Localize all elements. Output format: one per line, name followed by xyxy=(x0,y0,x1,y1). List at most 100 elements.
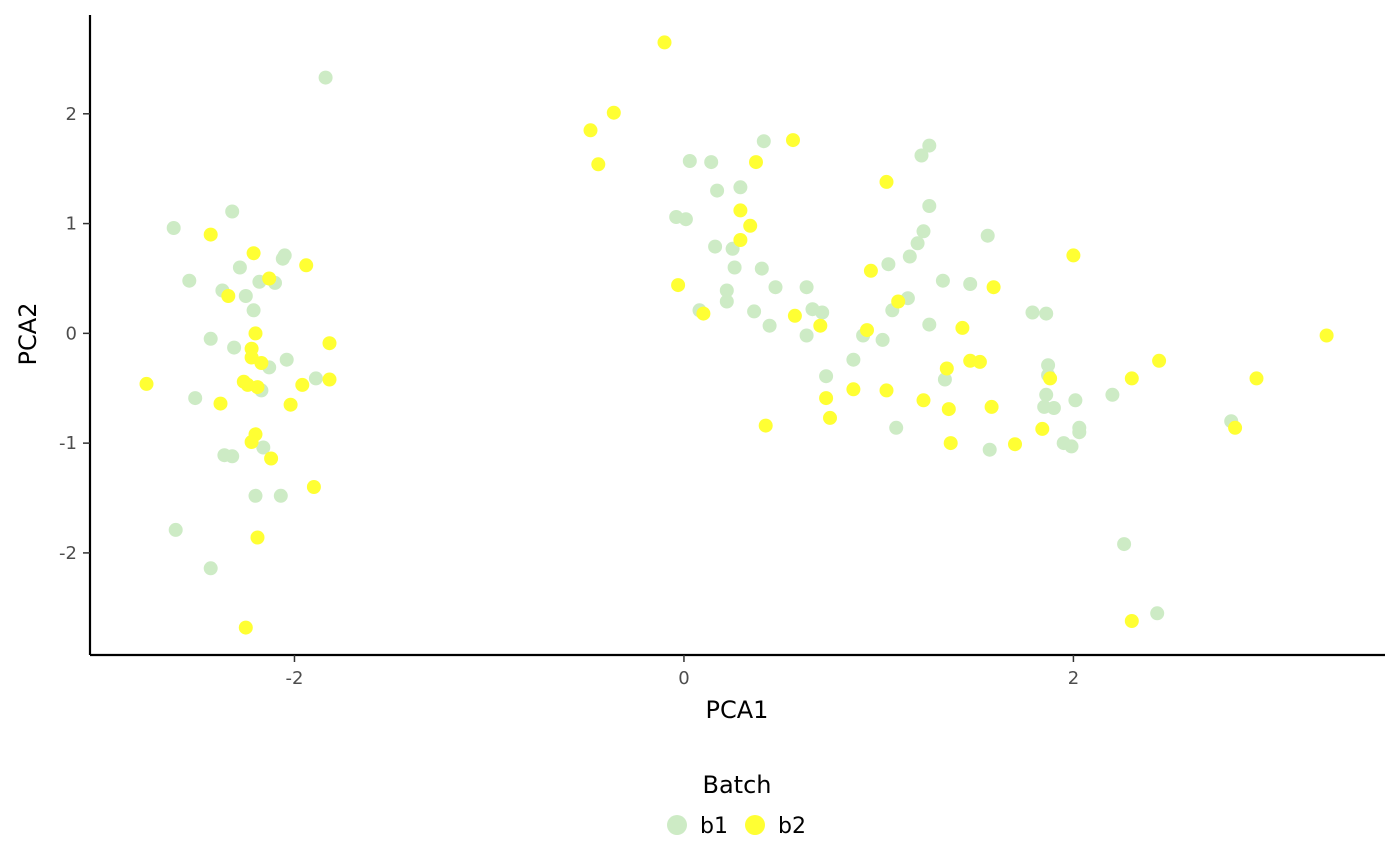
point-b2 xyxy=(696,306,711,321)
point-b1 xyxy=(1150,606,1165,621)
point-b1 xyxy=(308,371,323,386)
point-b1 xyxy=(710,183,725,198)
point-b1 xyxy=(182,273,197,288)
point-b1 xyxy=(747,304,762,319)
x-axis-title: PCA1 xyxy=(706,696,769,724)
point-b2 xyxy=(299,258,314,273)
point-b1 xyxy=(246,303,261,318)
point-b1 xyxy=(846,352,861,367)
point-b2 xyxy=(846,382,861,397)
point-b1 xyxy=(902,249,917,264)
point-b1 xyxy=(1117,537,1132,552)
point-b2 xyxy=(250,380,265,395)
point-b2 xyxy=(591,157,606,172)
point-b1 xyxy=(1025,305,1040,320)
point-b1 xyxy=(719,294,734,309)
point-b2 xyxy=(1124,614,1139,628)
point-b2 xyxy=(262,271,277,286)
point-b2 xyxy=(322,336,337,351)
y-tick-label: -2 xyxy=(59,543,77,564)
point-b1 xyxy=(232,260,247,275)
point-b1 xyxy=(1068,393,1083,408)
point-b1 xyxy=(1046,401,1061,415)
point-b2 xyxy=(943,436,958,451)
x-tick-label: 0 xyxy=(678,668,689,689)
point-b2 xyxy=(986,280,1001,295)
point-b1 xyxy=(225,204,240,219)
point-b1 xyxy=(762,318,777,333)
point-b1 xyxy=(819,369,834,384)
point-b1 xyxy=(815,305,830,320)
point-b1 xyxy=(225,449,240,464)
y-tick-label: -1 xyxy=(59,433,77,454)
point-b1 xyxy=(256,440,271,455)
point-b1 xyxy=(922,138,937,153)
point-b1 xyxy=(682,154,697,168)
point-b2 xyxy=(749,155,763,170)
point-b1 xyxy=(727,260,742,275)
legend-key-b2 xyxy=(745,815,765,835)
point-b2 xyxy=(1008,437,1022,452)
point-b1 xyxy=(168,522,183,537)
point-b1 xyxy=(318,70,333,85)
point-b1 xyxy=(1064,439,1079,454)
point-b2 xyxy=(758,418,773,433)
point-b1 xyxy=(756,134,771,149)
point-b2 xyxy=(295,377,310,392)
point-b1 xyxy=(248,488,263,503)
point-b1 xyxy=(916,224,931,239)
point-b2 xyxy=(583,123,598,138)
point-b1 xyxy=(982,442,997,457)
x-tick-label: -2 xyxy=(285,668,303,689)
point-b2 xyxy=(813,318,828,333)
legend-key-b1 xyxy=(667,815,687,835)
point-b2 xyxy=(787,308,802,323)
y-tick-label: 2 xyxy=(66,104,77,125)
point-b2 xyxy=(743,218,758,233)
point-b2 xyxy=(657,35,672,50)
point-b1 xyxy=(910,236,925,251)
point-b1 xyxy=(1105,387,1120,402)
point-b2 xyxy=(955,320,970,335)
point-b1 xyxy=(768,280,783,295)
point-b1 xyxy=(875,332,890,347)
legend-title: Batch xyxy=(703,771,772,799)
point-b2 xyxy=(823,410,837,425)
point-b1 xyxy=(1039,306,1054,321)
y-tick-label: 1 xyxy=(66,214,77,235)
point-b1 xyxy=(922,199,937,213)
point-b2 xyxy=(322,372,337,387)
point-b1 xyxy=(799,280,814,295)
point-b1 xyxy=(719,283,734,298)
point-b2 xyxy=(213,396,228,411)
point-b2 xyxy=(1035,421,1050,436)
point-b2 xyxy=(1124,371,1139,386)
point-b2 xyxy=(939,361,954,376)
point-b2 xyxy=(972,354,987,369)
point-b2 xyxy=(786,133,800,148)
point-b2 xyxy=(221,289,236,303)
point-b1 xyxy=(166,221,181,235)
y-tick-label: 0 xyxy=(66,323,77,344)
point-b2 xyxy=(203,227,218,242)
point-b2 xyxy=(916,393,931,408)
point-b2 xyxy=(819,391,834,406)
point-b2 xyxy=(246,246,261,261)
point-b1 xyxy=(188,391,203,406)
point-b1 xyxy=(678,212,693,227)
legend-label-b1: b1 xyxy=(700,814,728,839)
point-b1 xyxy=(922,317,937,332)
point-b2 xyxy=(941,402,956,417)
point-b2 xyxy=(891,294,906,309)
point-b2 xyxy=(733,233,748,247)
point-b2 xyxy=(244,435,259,449)
point-b1 xyxy=(937,372,952,387)
point-b1 xyxy=(1072,425,1087,440)
point-b2 xyxy=(1152,353,1167,368)
y-ticks: -2 -1 0 1 2 xyxy=(59,104,90,564)
point-b1 xyxy=(754,261,769,276)
point-b2 xyxy=(863,263,878,278)
point-b2 xyxy=(879,174,894,189)
point-b1 xyxy=(227,340,242,355)
